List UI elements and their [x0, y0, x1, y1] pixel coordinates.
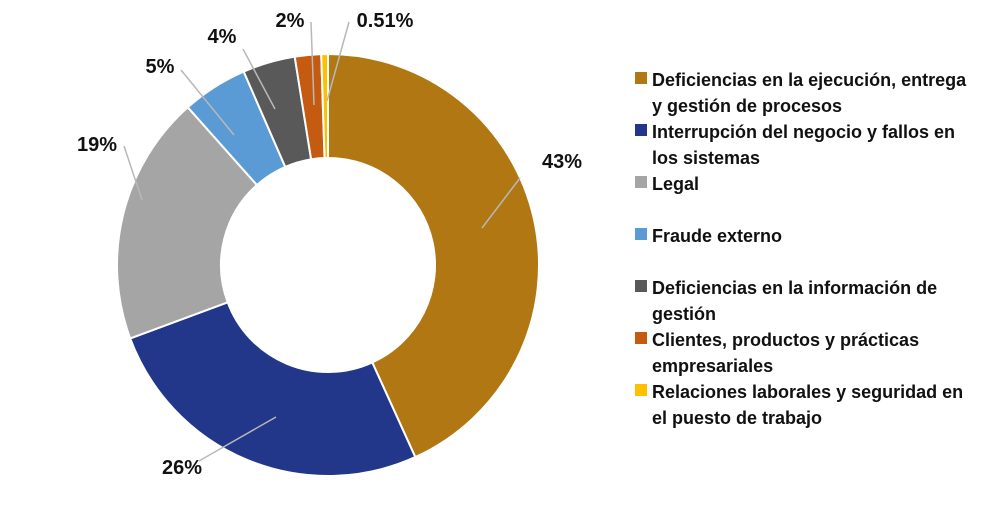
legend-label-7-line-2: el puesto de trabajo	[652, 408, 822, 428]
data-label-7: 0.51%	[357, 10, 414, 32]
legend-swatch-1	[635, 72, 647, 84]
leader-line-2	[198, 416, 277, 462]
chart-leader-lines	[123, 21, 521, 462]
legend-swatch-5	[635, 280, 647, 292]
legend-label-5-line-2: gestión	[652, 304, 716, 324]
data-label-1: 43%	[542, 151, 582, 173]
leader-line-1	[481, 177, 521, 229]
legend-label-7-line-1: Relaciones laborales y seguridad en	[652, 382, 963, 402]
slice-relaciones-laborales-y-seguridad-en-el-puesto-de-trabajo	[320, 52, 329, 160]
legend-label-1-line-1: Deficiencias en la ejecución, entrega	[652, 70, 967, 90]
legend-label-6-line-1: Clientes, productos y prácticas	[652, 330, 919, 350]
data-label-5: 4%	[208, 26, 237, 48]
legend-swatch-4	[635, 228, 647, 240]
legend-swatch-6	[635, 332, 647, 344]
slice-deficiencias-en-la-ejecucion-entrega-y-gestion-de-procesos	[327, 52, 540, 459]
leader-line-3	[123, 145, 143, 201]
legend-swatch-3	[635, 176, 647, 188]
chart-data-labels: 43% 26% 19% 5% 4% 2% 0.51%	[77, 10, 582, 479]
legend-swatch-2	[635, 124, 647, 136]
data-label-2: 26%	[162, 457, 202, 479]
legend-label-2-line-1: Interrupción del negocio y fallos en	[652, 122, 955, 142]
legend-label-6-line-2: empresariales	[652, 356, 773, 376]
legend-label-2-line-2: los sistemas	[652, 148, 760, 168]
legend-label-4-line-1: Fraude externo	[652, 226, 782, 246]
slice-legal	[116, 105, 259, 340]
legend-label-3-line-1: Legal	[652, 174, 699, 194]
data-label-3: 19%	[77, 134, 117, 156]
legend-label-5-line-1: Deficiencias en la información de	[652, 278, 937, 298]
leader-line-6	[310, 21, 315, 106]
legend-label-1-line-2: y gestión de procesos	[652, 96, 842, 116]
chart-legend: Deficiencias en la ejecución, entrega y g…	[635, 70, 967, 428]
chart-slices	[116, 52, 540, 477]
data-label-6: 2%	[276, 10, 305, 32]
leader-line-4	[180, 69, 235, 136]
leader-line-5	[242, 48, 276, 110]
data-label-4: 5%	[146, 56, 175, 78]
slice-interrupcion-del-negocio-y-fallos-en-los-sistemas	[128, 300, 417, 477]
leader-line-7	[326, 21, 350, 102]
legend-swatch-7	[635, 384, 647, 396]
